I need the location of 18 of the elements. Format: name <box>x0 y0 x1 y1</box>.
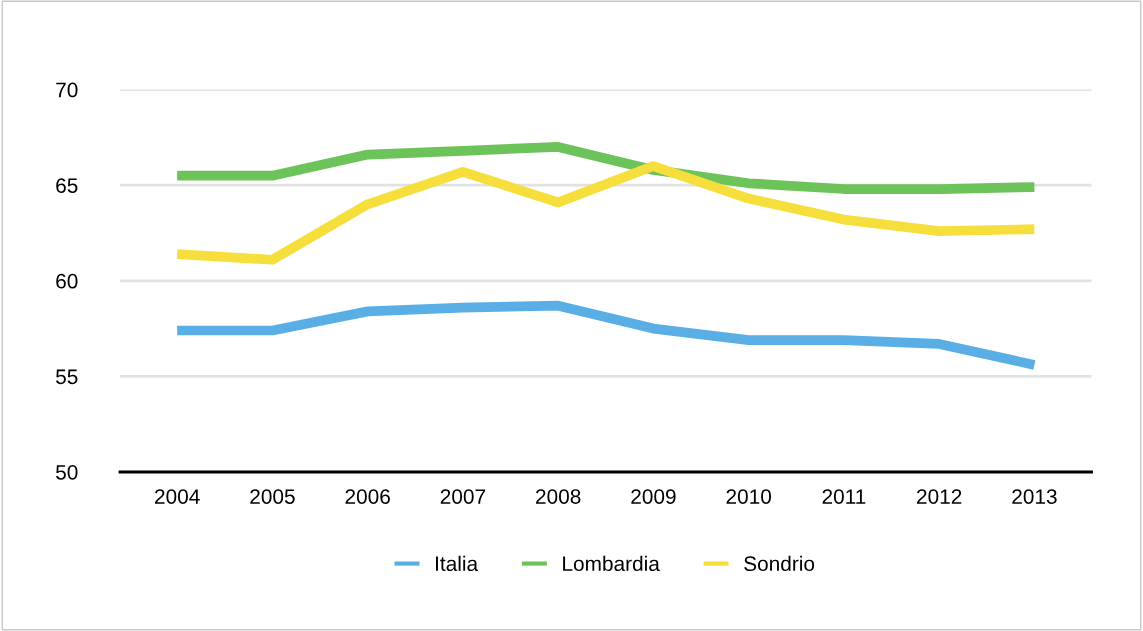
x-tick-label: 2010 <box>726 489 772 504</box>
legend-label: Italia <box>436 555 479 572</box>
x-tick-label: 2007 <box>440 489 486 504</box>
x-tick-label: 2008 <box>536 489 581 504</box>
x-tick-label: 2004 <box>155 489 200 504</box>
x-tick-label: 2006 <box>345 489 390 504</box>
y-tick-label: 55 <box>56 369 78 385</box>
legend-label: Lombardia <box>563 555 660 572</box>
x-tick-label: 2011 <box>822 489 866 504</box>
y-tick-label: 65 <box>56 178 78 193</box>
y-tick-label: 70 <box>56 82 78 98</box>
legend-label: Sondrio <box>744 555 815 572</box>
x-tick-label: 2012 <box>917 489 962 504</box>
x-tick-label: 2009 <box>631 489 676 504</box>
x-tick-label: 2013 <box>1012 489 1057 504</box>
x-tick-label: 2005 <box>250 489 295 504</box>
y-tick-label: 60 <box>56 273 78 289</box>
y-tick-label: 50 <box>56 464 78 480</box>
